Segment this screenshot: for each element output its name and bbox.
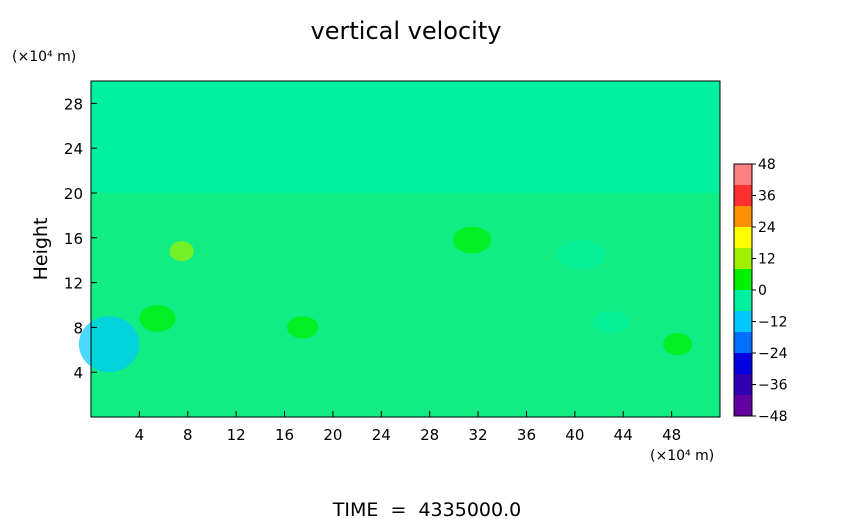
heatmap-field [78,81,720,417]
y-axis-label: Height [30,218,52,281]
y-axis: 4 8 12 16 20 24 28 [64,95,97,382]
heatmap-feature-4 [663,333,693,356]
x-tick-label: 44 [614,426,633,444]
heatmap-feature-2 [452,226,492,254]
x-tick-label: 20 [323,426,342,444]
colorbar-tick-label: 0 [758,283,767,299]
colorbar-segment [734,227,752,248]
y-tick-label: 12 [64,275,83,293]
x-tick-label: 12 [227,426,246,444]
y-tick-label: 16 [64,230,83,248]
colorbar: 48 36 24 12 0 −12 −24 −36 −48 [733,157,788,425]
colorbar-tick-label: −36 [758,378,788,394]
y-tick-label: 20 [64,185,83,203]
heatmap-feature-0 [78,316,140,373]
heatmap-feature-5 [139,305,176,332]
colorbar-segment [734,395,752,416]
colorbar-segment [734,290,752,311]
colorbar-tick-label: 48 [758,157,776,173]
colorbar-segment [734,374,752,395]
colorbar-tick-label: −12 [758,315,788,331]
y-tick-label: 4 [73,364,83,382]
y-tick-label: 28 [64,95,83,113]
heatmap-background [91,81,720,417]
heatmap-feature-6 [286,316,319,339]
x-tick-label: 48 [662,426,681,444]
x-tick-label: 40 [565,426,584,444]
colorbar-segment [734,206,752,227]
x-tick-label: 36 [517,426,536,444]
time-label: TIME = 4335000.0 [332,499,521,519]
x-tick-label: 4 [135,426,145,444]
colorbar-segment [734,332,752,353]
colorbar-segment [734,269,752,290]
heatmap-feature-3 [556,240,606,270]
plot-frame [90,80,721,418]
x-tick-label: 24 [372,426,391,444]
colorbar-segment [734,164,752,185]
colorbar-tick-label: 36 [758,189,776,205]
y-tick-label: 24 [64,140,83,158]
colorbar-segment [734,185,752,206]
colorbar-tick-label: 12 [758,252,776,268]
colorbar-tick-label: 24 [758,220,776,236]
chart-title: vertical velocity [311,17,502,45]
colorbar-tick-label: −48 [758,409,788,425]
y-axis-unit: (×10⁴ m) [12,49,76,65]
x-tick-label: 16 [275,426,294,444]
turbulent-band [91,193,720,417]
colorbar-tick-label: −24 [758,346,788,362]
x-axis: 4 8 12 16 20 24 28 32 36 40 44 48 [135,411,681,444]
x-axis-unit: (×10⁴ m) [650,448,714,464]
colorbar-segment [734,353,752,374]
colorbar-segment [734,311,752,332]
x-tick-label: 8 [183,426,193,444]
x-tick-label: 32 [469,426,488,444]
heatmap-feature-1 [169,241,194,262]
y-tick-label: 8 [73,319,83,337]
x-tick-label: 28 [420,426,439,444]
colorbar-segment [734,248,752,269]
heatmap-feature-7 [592,310,630,333]
